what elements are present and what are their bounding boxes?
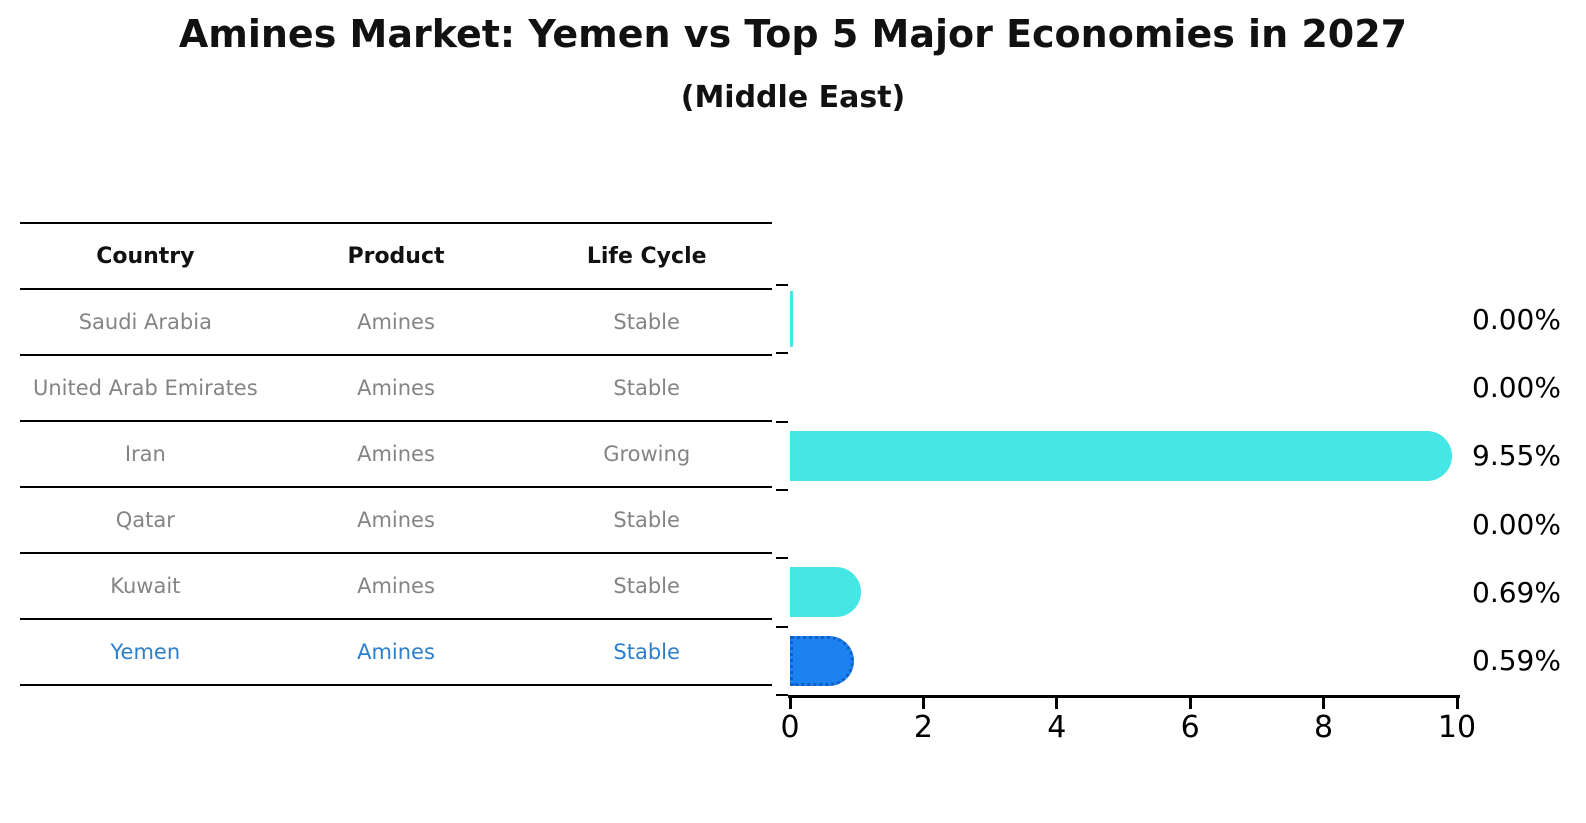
bar-yemen <box>790 635 855 686</box>
y-axis-tick <box>776 284 788 286</box>
table-body: Saudi Arabia Amines Stable United Arab Emir… <box>20 290 772 686</box>
table-cell-product: Amines <box>357 508 435 532</box>
table-row-qatar: Qatar Amines Stable <box>20 488 772 554</box>
table-cell-product: Amines <box>357 640 435 664</box>
table-cell-country: Saudi Arabia <box>78 310 212 334</box>
y-axis-tick <box>776 420 788 423</box>
x-axis-tick <box>1055 698 1059 709</box>
x-axis-tick-label: 8 <box>1314 710 1334 745</box>
column-header-life-cycle: Life Cycle <box>586 243 707 269</box>
table-row-yemen: Yemen Amines Stable <box>20 620 772 686</box>
table-cell-life-cycle: Stable <box>613 574 680 598</box>
table-row-kuwait: Kuwait Amines Stable <box>20 554 772 620</box>
x-axis-tick-label: 4 <box>1047 710 1067 745</box>
x-axis-tick-label: 10 <box>1437 710 1477 745</box>
table-cell-life-cycle: Stable <box>613 310 680 334</box>
bar-value-label-kuwait: 0.69% <box>1472 575 1561 609</box>
bar-slot-saudi-arabia <box>790 285 1457 353</box>
bar-slot-kuwait <box>790 558 1457 626</box>
x-axis-tick-label: 0 <box>780 710 800 745</box>
bar-value-label-yemen: 0.59% <box>1472 644 1561 678</box>
bar-slot-iran <box>790 422 1457 490</box>
x-axis-tick <box>1455 698 1459 709</box>
table-row-iran: Iran Amines Growing <box>20 422 772 488</box>
column-header-country: Country <box>96 243 195 269</box>
country-table: Country Product Life Cycle Saudi Arabia A… <box>20 222 772 686</box>
table-cell-product: Amines <box>357 442 435 466</box>
y-axis-tick <box>776 557 788 560</box>
table-cell-product: Amines <box>357 310 435 334</box>
x-axis-tick <box>788 698 792 709</box>
x-axis-tick <box>921 698 925 709</box>
bar-value-label-iran: 9.55% <box>1472 439 1561 473</box>
zero-bar-edge-saudi-arabia <box>790 291 793 347</box>
table-cell-country: Iran <box>124 442 166 466</box>
y-axis-tick <box>776 352 788 355</box>
table-cell-country: United Arab Emirates <box>32 376 258 400</box>
y-axis-tick <box>776 694 788 696</box>
x-axis-tick <box>1188 698 1192 709</box>
bar-value-label-united-arab-emirates: 0.00% <box>1472 370 1561 404</box>
bar-value-label-qatar: 0.00% <box>1472 507 1561 541</box>
plot-area <box>776 284 1457 696</box>
x-axis-tick <box>1322 698 1326 709</box>
chart-subtitle: (Middle East) <box>680 80 906 115</box>
x-axis-tick-label: 6 <box>1180 710 1200 745</box>
x-axis-line <box>788 695 1460 698</box>
x-axis-tick-label: 2 <box>913 710 933 745</box>
bar-value-label-saudi-arabia: 0.00% <box>1472 302 1561 336</box>
table-cell-country: Yemen <box>110 640 181 664</box>
bar-slot-yemen <box>790 627 1457 695</box>
bar-iran <box>790 430 1452 481</box>
table-cell-product: Amines <box>357 376 435 400</box>
y-axis-tick <box>776 625 788 628</box>
column-header-product: Product <box>347 243 445 269</box>
bar-slot-united-arab-emirates <box>790 353 1457 421</box>
table-cell-country: Kuwait <box>110 574 181 598</box>
table-cell-product: Amines <box>357 574 435 598</box>
table-cell-life-cycle: Stable <box>613 640 680 664</box>
table-header-row: Country Product Life Cycle <box>20 222 772 290</box>
table-row-saudi-arabia: Saudi Arabia Amines Stable <box>20 290 772 356</box>
table-cell-life-cycle: Stable <box>613 508 680 532</box>
table-cell-country: Qatar <box>115 508 175 532</box>
table-cell-life-cycle: Stable <box>613 376 680 400</box>
table-cell-life-cycle: Growing <box>603 442 691 466</box>
y-axis-tick <box>776 489 788 491</box>
bar-kuwait <box>790 567 862 618</box>
bar-slot-qatar <box>790 490 1457 558</box>
chart-title: Amines Market: Yemen vs Top 5 Major Econ… <box>178 12 1408 56</box>
table-row-united-arab-emirates: United Arab Emirates Amines Stable <box>20 356 772 422</box>
